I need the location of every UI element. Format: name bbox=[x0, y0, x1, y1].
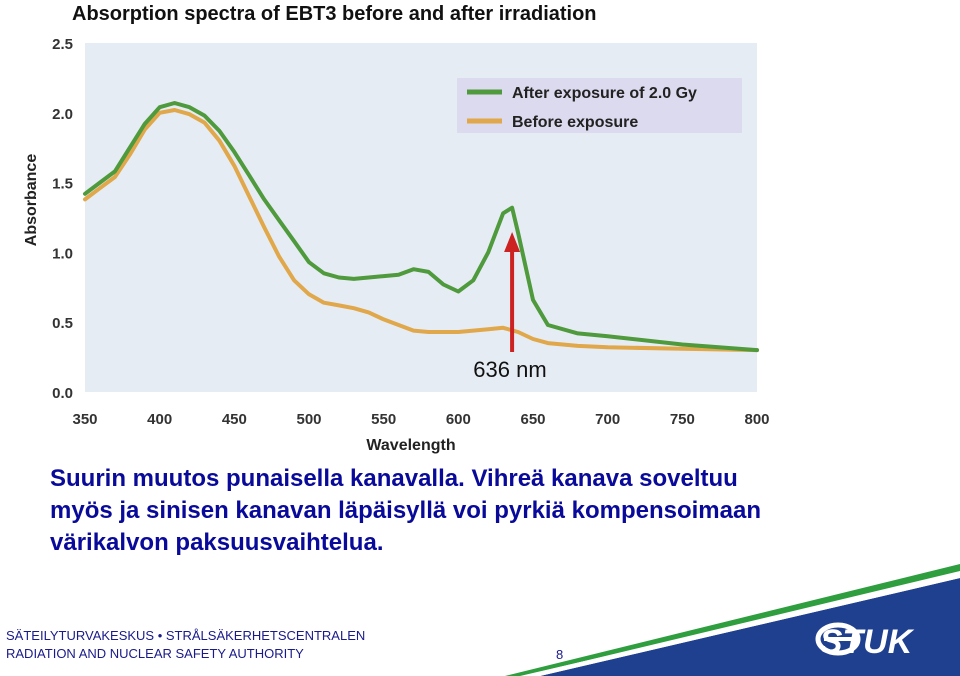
x-axis-label: Wavelength bbox=[366, 437, 455, 454]
x-tick-label: 500 bbox=[296, 411, 321, 428]
x-tick-label: 450 bbox=[222, 411, 247, 428]
x-axis: 350 400 450 500 550 600 650 700 750 800 bbox=[72, 411, 769, 428]
legend: After exposure of 2.0 Gy Before exposure bbox=[457, 78, 742, 133]
legend-box bbox=[457, 78, 742, 133]
y-tick-label: 0.0 bbox=[52, 385, 73, 402]
legend-label: After exposure of 2.0 Gy bbox=[512, 85, 697, 102]
footer-organization-line-2: RADIATION AND NUCLEAR SAFETY AUTHORITY bbox=[6, 646, 304, 661]
series-line bbox=[83, 108, 759, 353]
x-tick-label: 650 bbox=[520, 411, 545, 428]
annotation-label: 636 nm bbox=[473, 357, 546, 382]
y-axis: 0.0 0.5 1.0 1.5 2.0 2.5 bbox=[52, 36, 73, 402]
annotation: 636 nm bbox=[473, 232, 547, 382]
series-layer bbox=[83, 101, 759, 353]
y-tick-label: 2.5 bbox=[52, 36, 73, 53]
white-divider bbox=[522, 571, 960, 676]
y-tick-label: 2.0 bbox=[52, 106, 73, 123]
y-tick-label: 1.5 bbox=[52, 176, 73, 193]
stuk-logo-text: STUK bbox=[820, 623, 915, 661]
page-number: 8 bbox=[556, 647, 564, 662]
y-axis-label: Absorbance bbox=[23, 154, 40, 247]
y-tick-label: 1.0 bbox=[52, 245, 73, 262]
y-tick-label: 0.5 bbox=[52, 315, 73, 332]
slide-caption: Suurin muutos punaisella kanavalla. Vihr… bbox=[50, 463, 910, 559]
footer-organization-line-1: SÄTEILYTURVAKESKUS • STRÅLSÄKERHETSCENTR… bbox=[6, 628, 366, 643]
absorption-chart: Absorption spectra of EBT3 before and af… bbox=[23, 3, 770, 454]
x-tick-label: 550 bbox=[371, 411, 396, 428]
x-tick-label: 400 bbox=[147, 411, 172, 428]
caption-line-3: värikalvon paksuusvaihtelua. bbox=[50, 529, 384, 556]
x-tick-label: 600 bbox=[446, 411, 471, 428]
stuk-logo-mark-icon bbox=[815, 622, 861, 656]
caption-line-1: Suurin muutos punaisella kanavalla. Vihr… bbox=[50, 465, 738, 492]
annotation-arrowhead bbox=[504, 232, 521, 252]
x-tick-label: 700 bbox=[595, 411, 620, 428]
caption-line-2: myös ja sinisen kanavan läpäisyllä voi p… bbox=[50, 497, 761, 524]
x-tick-label: 750 bbox=[670, 411, 695, 428]
x-tick-label: 800 bbox=[744, 411, 769, 428]
footer-brand-band: STUK bbox=[505, 564, 960, 676]
green-swoosh bbox=[505, 564, 960, 676]
legend-label: Before exposure bbox=[512, 114, 638, 131]
x-tick-label: 350 bbox=[72, 411, 97, 428]
chart-title: Absorption spectra of EBT3 before and af… bbox=[72, 3, 597, 25]
series-line bbox=[83, 101, 759, 353]
